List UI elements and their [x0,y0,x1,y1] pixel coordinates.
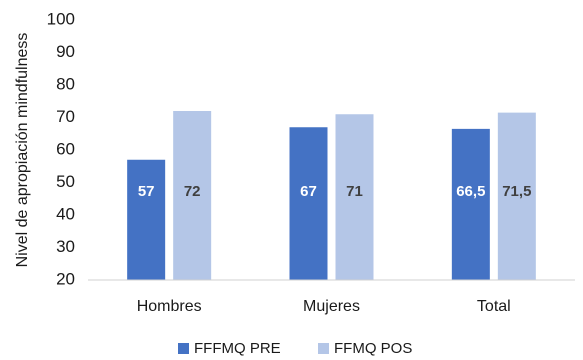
y-tick-label: 100 [47,9,75,28]
y-tick-label: 50 [56,172,75,191]
data-label: 71 [346,183,363,200]
legend-label: FFFMQ PRE [194,340,281,357]
data-label: 71,5 [502,183,531,200]
y-tick-label: 90 [56,42,75,61]
y-axis-ticks: 20 30 40 50 60 70 80 90 100 [47,9,75,288]
x-category-label: Total [477,298,511,315]
y-tick-label: 40 [56,204,75,223]
bar-pre [451,128,490,280]
x-category-label: Mujeres [303,298,360,315]
x-category-label: Hombres [137,298,202,315]
data-label: 66,5 [456,183,485,200]
legend-label: FFMQ POS [334,340,412,357]
legend: FFFMQ PRE FFMQ POS [178,340,412,357]
y-tick-label: 30 [56,237,75,256]
y-tick-label: 80 [56,74,75,93]
data-label: 57 [138,183,155,200]
bar-series: 57 72 67 71 66,5 71,5 [127,111,536,280]
legend-swatch [318,343,329,354]
legend-swatch [178,343,189,354]
y-tick-label: 20 [56,269,75,288]
y-axis-label: Nivel de apropiación mindfulness [14,33,31,268]
data-label: 67 [300,183,317,200]
bar-pre [127,159,166,280]
bar-pos [497,112,536,280]
y-tick-label: 70 [56,107,75,126]
bar-pre [289,127,328,280]
bar-pos [335,114,374,280]
data-label: 72 [184,183,201,200]
x-axis-categories: Hombres Mujeres Total [137,298,511,315]
bar-pos [173,111,212,280]
y-tick-label: 60 [56,139,75,158]
